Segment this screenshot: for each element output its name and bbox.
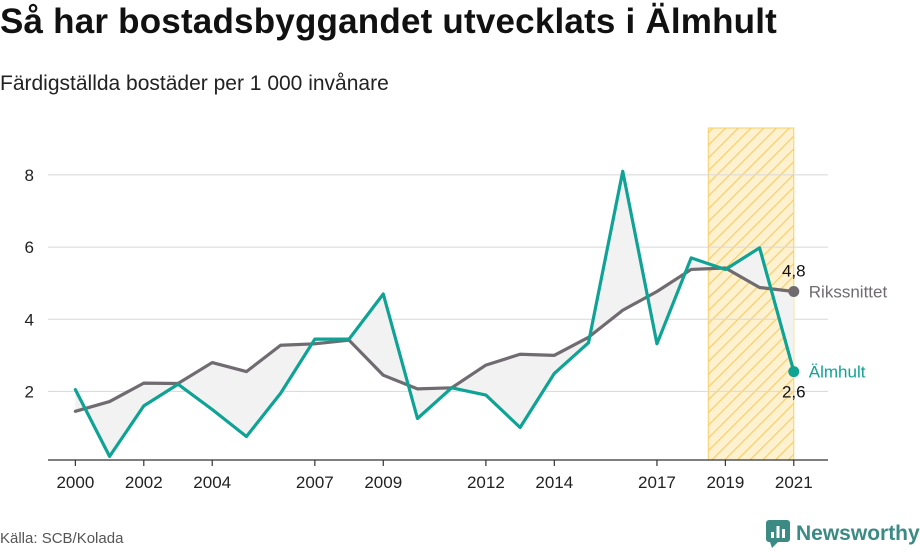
grid: 2 4 6 8 (25, 166, 828, 401)
difference-area (75, 171, 794, 457)
axes: 2000 2002 2004 2007 2009 2012 2014 2017 2019 2021 (48, 459, 828, 492)
x-tick-label: 2000 (56, 473, 94, 492)
brand-name: Newsworthy (796, 522, 920, 545)
source-note: Källa: SCB/Kolada (0, 530, 124, 547)
series-value-label: 2,6 (782, 383, 806, 402)
series-line (73, 169, 796, 458)
difference-fill (75, 171, 794, 457)
y-tick-label: 2 (25, 382, 34, 401)
y-tick-label: 4 (25, 310, 34, 329)
x-tick-label: 2012 (467, 473, 505, 492)
series-end-point (788, 285, 800, 297)
x-tick-label: 2004 (193, 473, 231, 492)
chart-title: Så har bostadsbyggandet utvecklats i Älm… (0, 2, 778, 41)
series-line (73, 266, 796, 413)
brand-logo[interactable]: Newsworthy (766, 520, 920, 548)
x-tick-label: 2014 (535, 473, 573, 492)
bar-chart-speech-bubble-icon (766, 520, 790, 548)
series-value-label: 4,8 (782, 261, 806, 280)
series-lines (73, 169, 800, 458)
y-tick-label: 8 (25, 166, 34, 185)
x-tick-label: 2002 (125, 473, 163, 492)
x-tick-label: 2017 (638, 473, 676, 492)
series-name-label: Älmhult (809, 363, 866, 382)
y-tick-label: 6 (25, 238, 34, 257)
x-tick-label: 2009 (364, 473, 402, 492)
x-tick-label: 2019 (706, 473, 744, 492)
x-tick-label: 2007 (296, 473, 334, 492)
x-tick-label: 2021 (775, 473, 813, 492)
series-end-point (788, 366, 800, 378)
series-name-label: Rikssnittet (809, 282, 888, 301)
chart-subtitle: Färdigställda bostäder per 1 000 invånar… (0, 72, 389, 95)
